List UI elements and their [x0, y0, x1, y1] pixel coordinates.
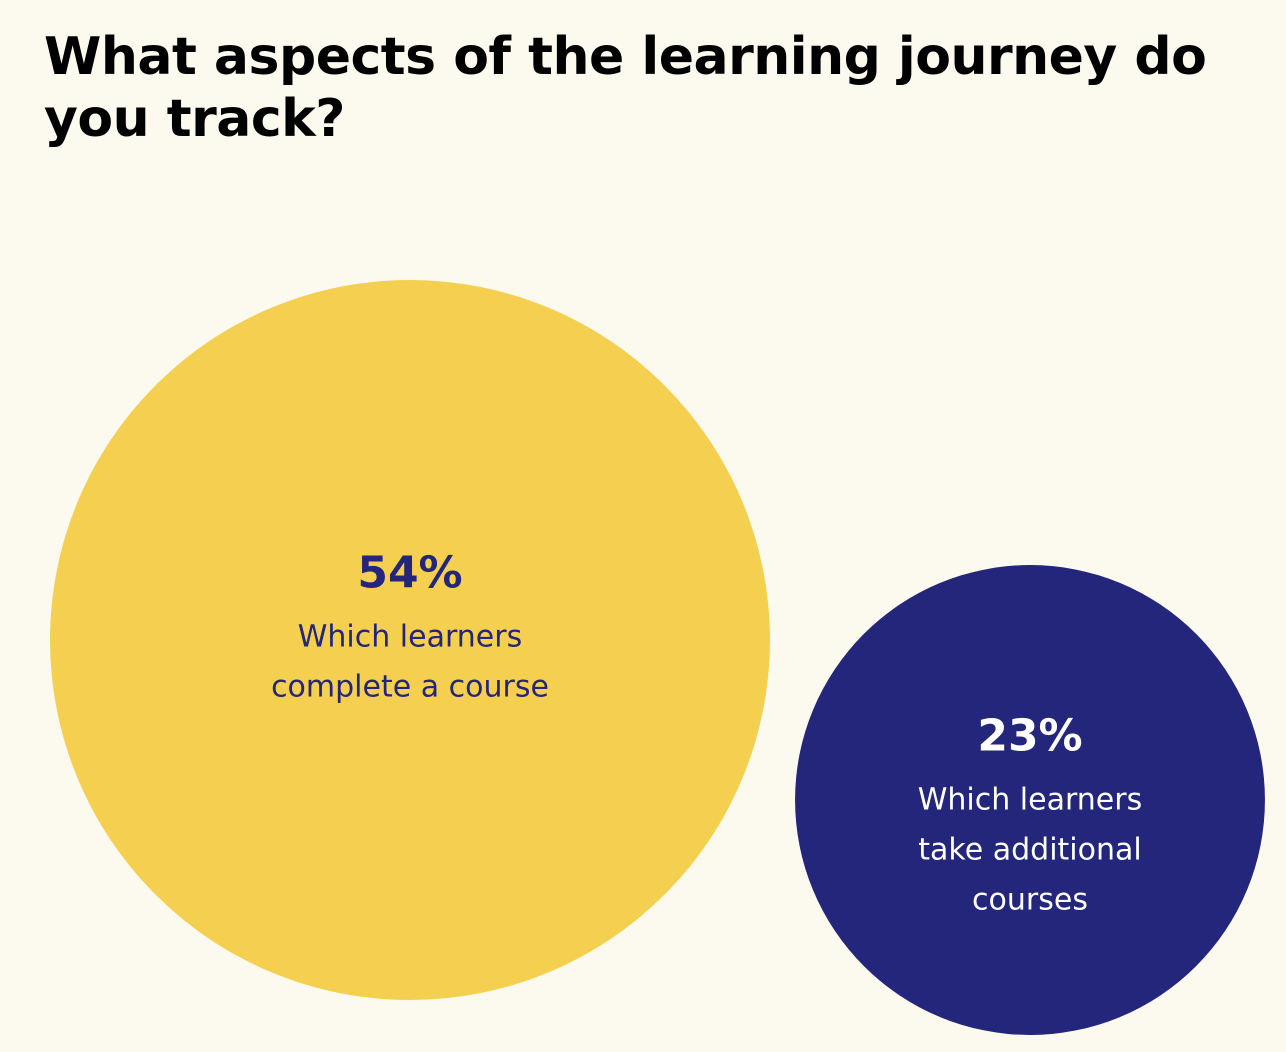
- value-label: 23%: [977, 710, 1083, 762]
- bubble-label: 54% Which learners complete a course: [240, 548, 580, 713]
- category-label: Which learners complete a course: [271, 619, 549, 705]
- category-label: Which learners take additional courses: [917, 782, 1143, 918]
- chart-title: What aspects of the learning journey do …: [44, 27, 1207, 149]
- value-label: 54%: [357, 547, 463, 599]
- bubble: [50, 280, 770, 1000]
- bubble-label: 23% Which learners take additional course…: [885, 711, 1175, 926]
- bubble: [795, 565, 1265, 1035]
